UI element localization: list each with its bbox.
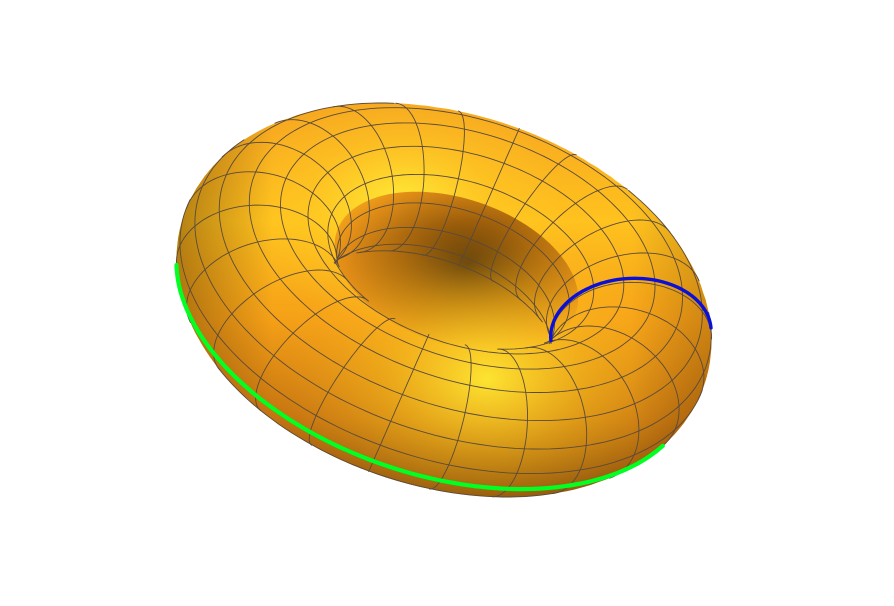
meridian-curve	[549, 276, 713, 343]
mesh-parallel-line	[628, 189, 703, 350]
mesh-meridian-line	[662, 429, 676, 447]
mesh-meridian-line	[255, 377, 262, 412]
mesh-parallel-line	[336, 202, 570, 322]
mesh-parallel-line	[497, 309, 591, 350]
mesh-meridian-line	[491, 472, 518, 498]
mesh-meridian-line	[448, 344, 472, 466]
mesh-parallel-line	[327, 173, 595, 311]
mesh-parallel-line	[335, 226, 555, 341]
mesh-meridian-line	[331, 105, 395, 253]
highlighted-curves	[174, 262, 713, 492]
mesh-parallel-line	[333, 243, 552, 344]
mesh-parallel-line	[307, 145, 625, 355]
surface-mesh-grid	[175, 102, 713, 498]
mesh-meridian-line	[549, 325, 680, 431]
mesh-meridian-line	[544, 339, 640, 456]
mesh-meridian-line	[260, 296, 368, 379]
mesh-meridian-line	[546, 252, 700, 337]
mesh-meridian-line	[550, 281, 713, 343]
mesh-meridian-line	[274, 119, 370, 259]
mesh-meridian-line	[498, 348, 528, 474]
mesh-meridian-line	[217, 269, 350, 336]
mesh-parallel-line	[218, 102, 696, 422]
mesh-meridian-line	[189, 238, 340, 291]
mesh-meridian-line	[379, 333, 430, 446]
mesh-meridian-line	[175, 245, 181, 266]
mesh-parallel-line	[194, 139, 705, 450]
mesh-meridian-line	[221, 141, 352, 263]
mesh-meridian-line	[515, 185, 628, 301]
mesh-meridian-line	[179, 204, 338, 263]
mesh-meridian-line	[187, 171, 341, 265]
mesh-parallel-line	[217, 367, 556, 498]
mesh-meridian-line	[549, 306, 705, 396]
mesh-meridian-line	[315, 317, 396, 416]
mesh-parallel-line	[699, 389, 703, 396]
mesh-meridian-line	[534, 219, 671, 321]
longitude-curve	[174, 262, 665, 492]
mesh-parallel-line	[179, 199, 701, 475]
mesh-parallel-line	[280, 122, 656, 370]
mesh-parallel-line	[248, 107, 684, 393]
mesh-meridian-line	[388, 102, 425, 252]
mesh-parallel-line	[356, 250, 543, 323]
mesh-meridian-line	[525, 346, 588, 471]
